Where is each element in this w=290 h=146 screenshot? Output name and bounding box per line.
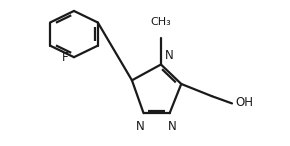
Text: N: N bbox=[136, 120, 145, 133]
Text: F: F bbox=[62, 51, 69, 64]
Text: N: N bbox=[164, 49, 173, 62]
Text: N: N bbox=[168, 120, 177, 133]
Text: CH₃: CH₃ bbox=[151, 17, 171, 27]
Text: OH: OH bbox=[235, 96, 253, 109]
